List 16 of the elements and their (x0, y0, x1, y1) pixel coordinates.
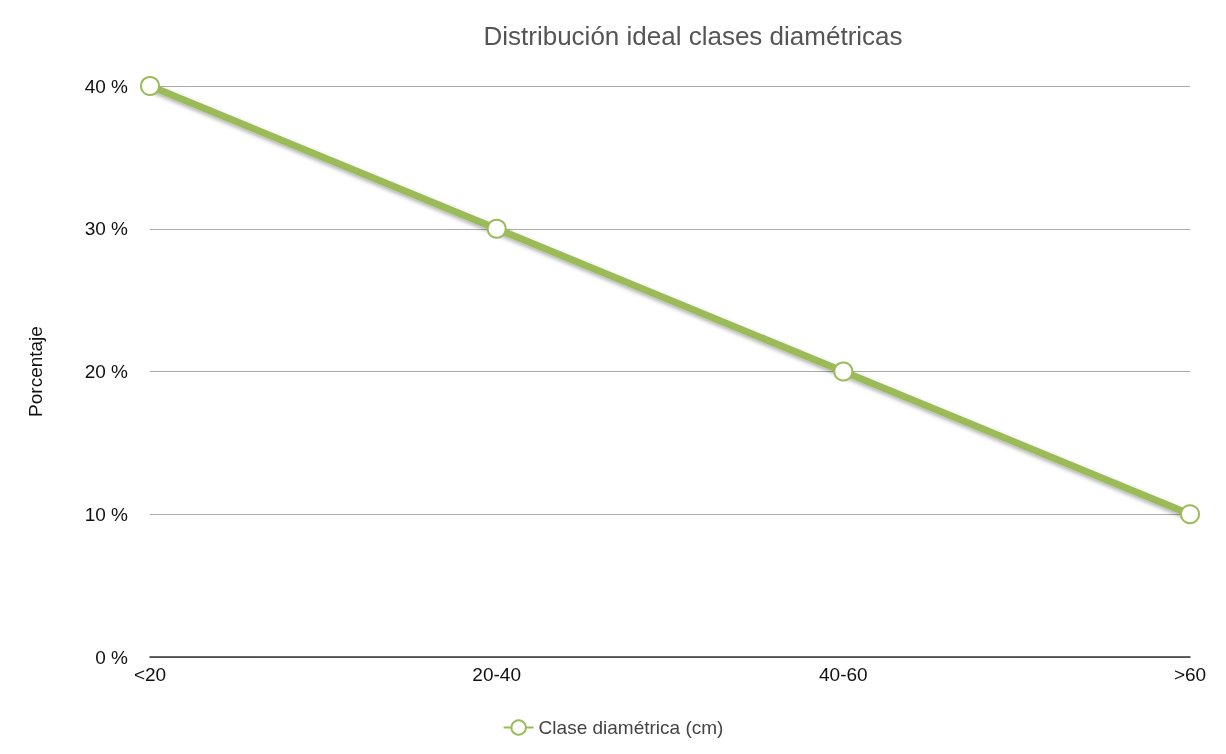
y-tick-label: 20 % (84, 361, 129, 382)
y-tick-label: 0 % (95, 646, 129, 668)
x-tick-label: 40-60 (819, 664, 868, 685)
legend-label: Clase diamétrica (cm) (538, 717, 724, 738)
point (833, 361, 854, 382)
x-tick-label: 20-40 (472, 664, 521, 685)
y-tick-label: 30 % (84, 218, 129, 240)
y-axis-title: Porcentaje (25, 326, 46, 417)
x-tick-label: <20 (133, 664, 167, 685)
point (1180, 504, 1200, 525)
x-tick-label: >60 (1173, 664, 1207, 685)
y-tick-label: 40 % (84, 75, 129, 97)
chart-title: Distribución ideal clases diamétricas (483, 21, 903, 51)
point (486, 218, 507, 239)
y-tick-label: 10 % (84, 503, 129, 525)
point (140, 76, 160, 96)
